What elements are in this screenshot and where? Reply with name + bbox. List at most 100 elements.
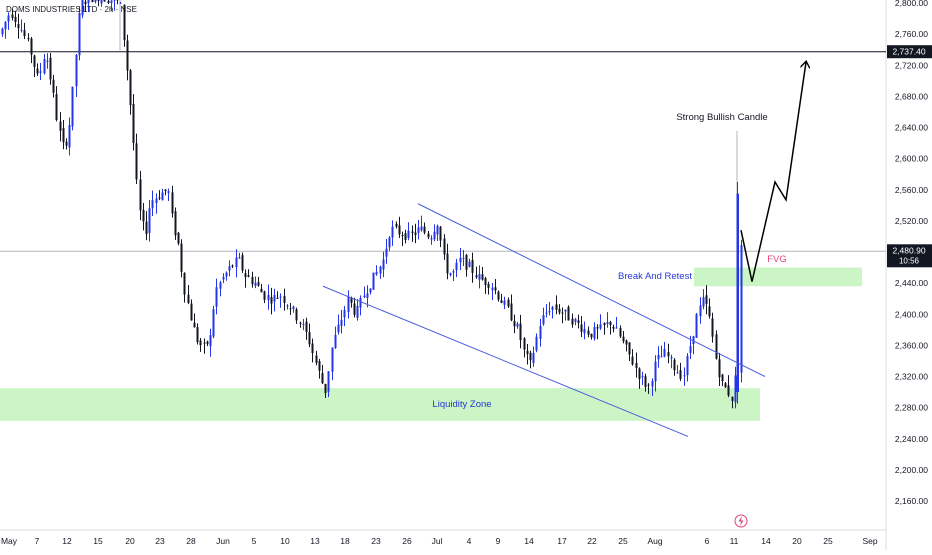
candle-body bbox=[111, 0, 113, 3]
candle-body bbox=[607, 322, 609, 324]
candle-body bbox=[543, 315, 545, 324]
candle-body bbox=[261, 289, 263, 292]
candle-body bbox=[85, 2, 87, 4]
candle-body bbox=[572, 319, 574, 325]
liquidity-zone[interactable] bbox=[0, 388, 760, 421]
candle-body bbox=[216, 287, 218, 306]
candle-body bbox=[399, 225, 401, 234]
candle-body bbox=[300, 323, 302, 324]
candle-body bbox=[463, 258, 465, 259]
candle-body bbox=[354, 303, 356, 314]
price-tick-label: 2,360.00 bbox=[895, 340, 928, 350]
candle-body bbox=[290, 308, 292, 309]
candle-body bbox=[322, 373, 324, 383]
candle-body bbox=[149, 208, 151, 233]
candle-body bbox=[472, 260, 474, 273]
candle-body bbox=[447, 254, 449, 274]
candle-body bbox=[66, 142, 68, 146]
candle-body bbox=[268, 295, 270, 300]
candle-body bbox=[156, 198, 158, 202]
candle-body bbox=[716, 334, 718, 358]
candle-body bbox=[725, 383, 727, 387]
candle-body bbox=[114, 0, 116, 1]
symbol-title: DOMS INDUSTRIES LTD · 2h · NSE bbox=[6, 5, 137, 14]
fvg-zone[interactable] bbox=[694, 268, 862, 287]
candle-body bbox=[127, 41, 129, 71]
lightning-event-icon[interactable] bbox=[735, 515, 747, 527]
candle-body bbox=[421, 226, 423, 230]
candle-body bbox=[636, 363, 638, 368]
candle-body bbox=[316, 355, 318, 362]
candle-body bbox=[31, 39, 33, 55]
candle-body bbox=[335, 335, 337, 348]
candle-body bbox=[229, 266, 231, 271]
candle-body bbox=[40, 71, 42, 73]
candle-body bbox=[389, 238, 391, 248]
candle-body bbox=[325, 384, 327, 393]
candle-body bbox=[546, 313, 548, 314]
candle-body bbox=[556, 304, 558, 309]
candle-body bbox=[376, 272, 378, 275]
time-tick-label: 22 bbox=[587, 536, 597, 546]
candle-body bbox=[34, 56, 36, 67]
candle-body bbox=[664, 349, 666, 357]
candle-body bbox=[508, 300, 510, 307]
candle-body bbox=[549, 311, 551, 312]
candle-body bbox=[639, 368, 641, 378]
candle-body bbox=[213, 309, 215, 336]
candle-body bbox=[402, 235, 404, 236]
time-tick-label: Aug bbox=[647, 536, 662, 546]
candle-body bbox=[741, 245, 743, 373]
candle-body bbox=[632, 357, 634, 365]
break-and-retest-label: Break And Retest bbox=[618, 271, 692, 282]
candle-body bbox=[2, 29, 4, 34]
candle-body bbox=[629, 342, 631, 354]
candle-body bbox=[412, 232, 414, 233]
candle-body bbox=[72, 87, 74, 127]
candle-body bbox=[255, 283, 257, 286]
candle-body bbox=[357, 306, 359, 318]
last-price-countdown: 10:56 bbox=[899, 256, 920, 265]
price-tick-label: 2,520.00 bbox=[895, 216, 928, 226]
candle-body bbox=[264, 292, 266, 300]
candle-body bbox=[47, 61, 49, 62]
price-tick-label: 2,240.00 bbox=[895, 434, 928, 444]
candle-body bbox=[495, 287, 497, 290]
candle-body bbox=[194, 323, 196, 328]
candle-body bbox=[642, 376, 644, 377]
price-tick-label: 2,760.00 bbox=[895, 29, 928, 39]
candle-body bbox=[562, 313, 564, 314]
candle-body bbox=[584, 329, 586, 334]
candle-body bbox=[392, 227, 394, 238]
candle-body bbox=[191, 304, 193, 321]
candle-body bbox=[140, 179, 142, 210]
candle-body bbox=[466, 255, 468, 270]
candle-body bbox=[668, 352, 670, 356]
candle-body bbox=[5, 22, 7, 29]
candle-body bbox=[56, 94, 58, 120]
time-tick-label: 12 bbox=[62, 536, 72, 546]
candle-body bbox=[658, 355, 660, 359]
candle-body bbox=[15, 17, 17, 22]
candle-body bbox=[165, 190, 167, 191]
candle-body bbox=[108, 1, 110, 3]
time-tick-label: 23 bbox=[371, 536, 381, 546]
candle-body bbox=[120, 3, 122, 4]
plot-area[interactable] bbox=[0, 0, 886, 530]
candle-body bbox=[623, 337, 625, 342]
time-tick-label: 17 bbox=[557, 536, 567, 546]
candle-body bbox=[232, 265, 234, 266]
candle-body bbox=[293, 307, 295, 309]
candle-body bbox=[728, 385, 730, 395]
candle-body bbox=[578, 320, 580, 323]
candle-body bbox=[498, 292, 500, 300]
candle-body bbox=[552, 307, 554, 310]
candle-body bbox=[428, 234, 430, 238]
candle-body bbox=[408, 231, 410, 238]
candle-body bbox=[504, 301, 506, 305]
candle-body bbox=[418, 228, 420, 233]
candle-body bbox=[210, 335, 212, 346]
time-tick-label: 13 bbox=[310, 536, 320, 546]
